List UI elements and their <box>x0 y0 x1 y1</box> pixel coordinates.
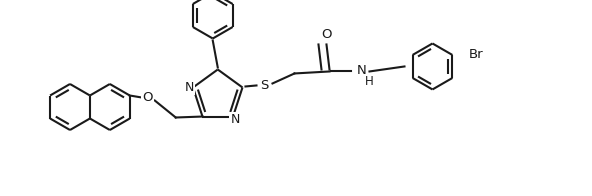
Text: S: S <box>260 79 269 92</box>
Text: O: O <box>143 91 153 104</box>
Text: H: H <box>365 75 374 88</box>
Text: N: N <box>184 81 194 94</box>
Text: N: N <box>230 113 240 126</box>
Text: Br: Br <box>468 48 483 62</box>
Text: N: N <box>356 64 366 77</box>
Text: O: O <box>321 28 332 41</box>
